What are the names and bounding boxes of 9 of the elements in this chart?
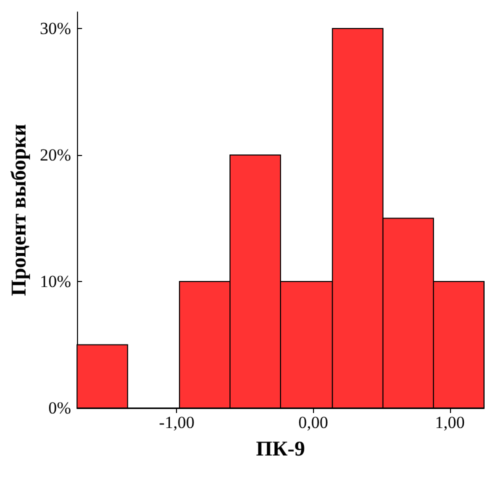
- y-tick-label: 0%: [48, 398, 72, 418]
- x-axis-title: ПК-9: [256, 436, 306, 460]
- y-tick-label: 30%: [40, 18, 72, 38]
- x-tick-label: -1,00: [159, 413, 194, 432]
- y-tick-label: 10%: [40, 272, 72, 291]
- y-tick-label: 20%: [40, 145, 72, 164]
- x-tick-label: 0,00: [298, 413, 328, 432]
- y-axis-title: Процент выборки: [6, 124, 30, 296]
- x-tick-label: 1,00: [434, 413, 465, 432]
